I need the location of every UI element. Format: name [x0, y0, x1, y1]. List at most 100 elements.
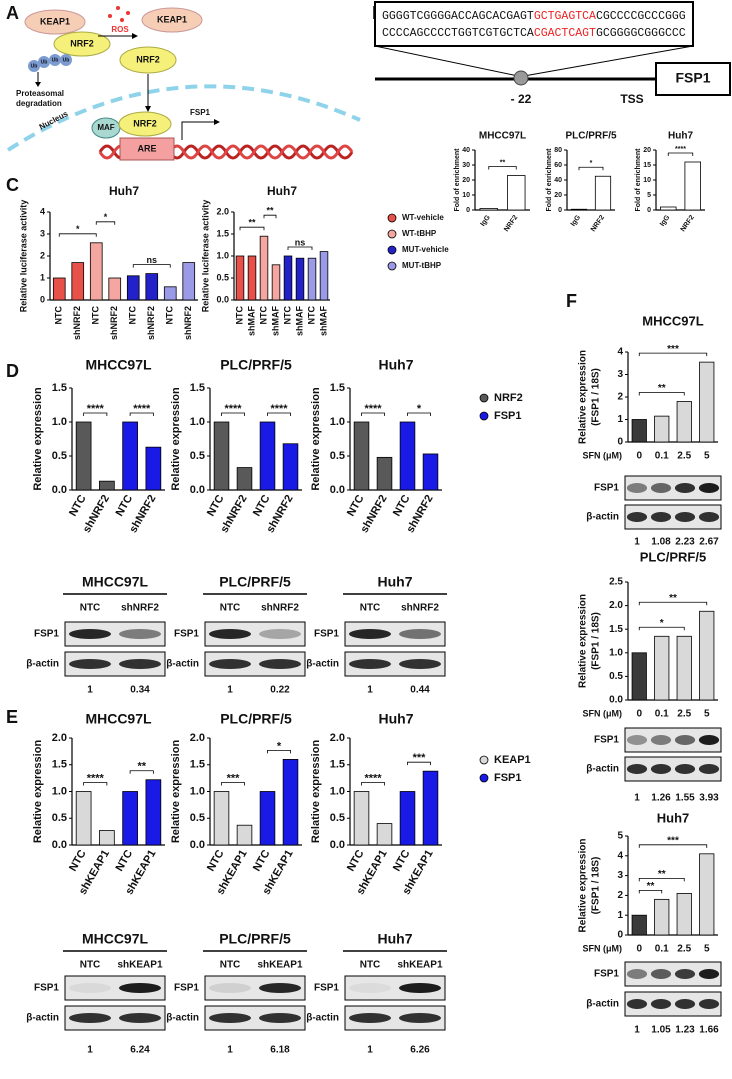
keap1-node [141, 7, 203, 33]
blot-band [626, 483, 648, 493]
y-tick-label: 2.0 [609, 600, 623, 611]
blot-band [674, 764, 696, 774]
x-tick-label: IgG [570, 214, 583, 228]
legend-marker [387, 245, 397, 255]
nrf2-label: NRF2 [70, 38, 94, 48]
x-tick-label: NRF2 [503, 214, 519, 233]
significance-label: ns [295, 237, 306, 247]
blot-quantification: 1 [87, 685, 93, 696]
y-tick-label: 1 [40, 272, 45, 282]
significance-label: **** [224, 403, 242, 415]
blot-band [698, 735, 720, 745]
y-tick-label: 2 [617, 890, 623, 901]
ub-label: Ub [31, 63, 38, 69]
significance-label: * [277, 740, 282, 752]
x-tick-label: 5 [704, 944, 710, 955]
blot-row-label: β-actin [586, 999, 619, 1010]
sequence-motif: GCTGAGTCA [534, 10, 596, 23]
lane-label: shNRF2 [261, 603, 299, 614]
blot-row-label: FSP1 [174, 629, 199, 640]
y-tick-label: 2 [40, 250, 45, 260]
significance-label: **** [133, 403, 151, 415]
x-tick-label: NTC [251, 848, 273, 874]
significance-label: ** [500, 159, 506, 166]
x-tick-label: NTC [306, 306, 316, 325]
x-tick-label: NTC [258, 306, 268, 325]
bar [247, 255, 257, 301]
significance-label: **** [364, 403, 382, 415]
significance-bracket [578, 166, 604, 171]
blot-band [119, 659, 161, 669]
degradation-label: degradation [16, 99, 62, 108]
blot-row-label: FSP1 [314, 983, 339, 994]
bar [594, 175, 612, 211]
legend-marker [479, 411, 489, 421]
y-tick-label: 5 [617, 831, 623, 842]
y-tick-label: 80 [554, 147, 562, 154]
blot-quantification: 0.44 [410, 685, 430, 696]
x-tick-label: 2.5 [677, 944, 691, 955]
blot-band [119, 629, 161, 639]
blot-band [119, 983, 161, 993]
x-tick-label: 0 [636, 944, 642, 955]
significance-label: * [590, 160, 593, 167]
x-tick-label: NTC [234, 306, 244, 325]
arrow [181, 121, 216, 140]
y-tick-label: 2.0 [190, 732, 205, 744]
blot-quantification: 2.23 [675, 537, 695, 548]
bar [163, 286, 177, 301]
x-tick-label: shMAF [270, 306, 280, 336]
y-tick-label: 1.0 [609, 647, 623, 658]
x-tick-label: 0.1 [655, 944, 669, 955]
blot-quantification: 6.24 [130, 1045, 150, 1056]
legend-label: WT-vehicle [402, 213, 444, 222]
blot-row-label: β-actin [26, 1013, 59, 1024]
chart-title: Huh7 [668, 131, 693, 142]
sequence-part: GGGGTCGGGGACCAGCACGAGT [382, 10, 534, 23]
significance-label: *** [667, 835, 679, 846]
x-tick-label: shMAF [246, 306, 256, 336]
x-tick-label: 0.1 [655, 451, 669, 462]
chart-title: PLC/PRF/5 [220, 711, 292, 727]
panel-label: F [566, 291, 577, 311]
zoom-line [374, 45, 519, 77]
y-axis-label: Fold of enrichment [635, 148, 642, 212]
lane-label: shNRF2 [401, 603, 439, 614]
x-axis-label: SFN (μM) [583, 450, 623, 460]
y-tick-label: 0.0 [52, 484, 67, 496]
blot-quantification: 1.08 [651, 537, 671, 548]
bar [75, 791, 92, 846]
blot-band [209, 629, 251, 639]
x-tick-label: NTC [54, 306, 64, 325]
bar [71, 262, 85, 301]
bar [126, 275, 140, 301]
blot-quantification: 0.22 [270, 685, 290, 696]
significance-bracket [58, 233, 97, 237]
blot-band [698, 512, 720, 522]
blot-band [650, 764, 672, 774]
blot-title: PLC/PRF/5 [219, 931, 291, 947]
significance-bracket [638, 601, 708, 606]
ros-dot [120, 18, 124, 22]
sequence-box [374, 1, 694, 47]
bar [676, 893, 692, 936]
significance-bracket [638, 877, 685, 882]
significance-bracket [267, 750, 291, 754]
significance-bracket [361, 782, 385, 786]
y-tick-label: 0.5 [330, 450, 345, 462]
bar [376, 823, 393, 846]
blot-quantification: 0.34 [130, 685, 150, 696]
x-tick-label: NTC [391, 848, 413, 874]
chart-title: MHCC97L [85, 357, 152, 373]
bar [271, 264, 281, 301]
blot-band [626, 512, 648, 522]
x-tick-label: shNRF2 [183, 306, 193, 340]
bar [479, 208, 498, 211]
x-tick-label: 0 [636, 709, 642, 720]
significance-bracket [95, 221, 116, 225]
x-tick-label: NTC [91, 306, 101, 325]
blot-band [69, 629, 111, 639]
y-tick-label: 0.0 [330, 839, 345, 851]
panel-label: C [6, 175, 19, 195]
bar [236, 824, 253, 846]
